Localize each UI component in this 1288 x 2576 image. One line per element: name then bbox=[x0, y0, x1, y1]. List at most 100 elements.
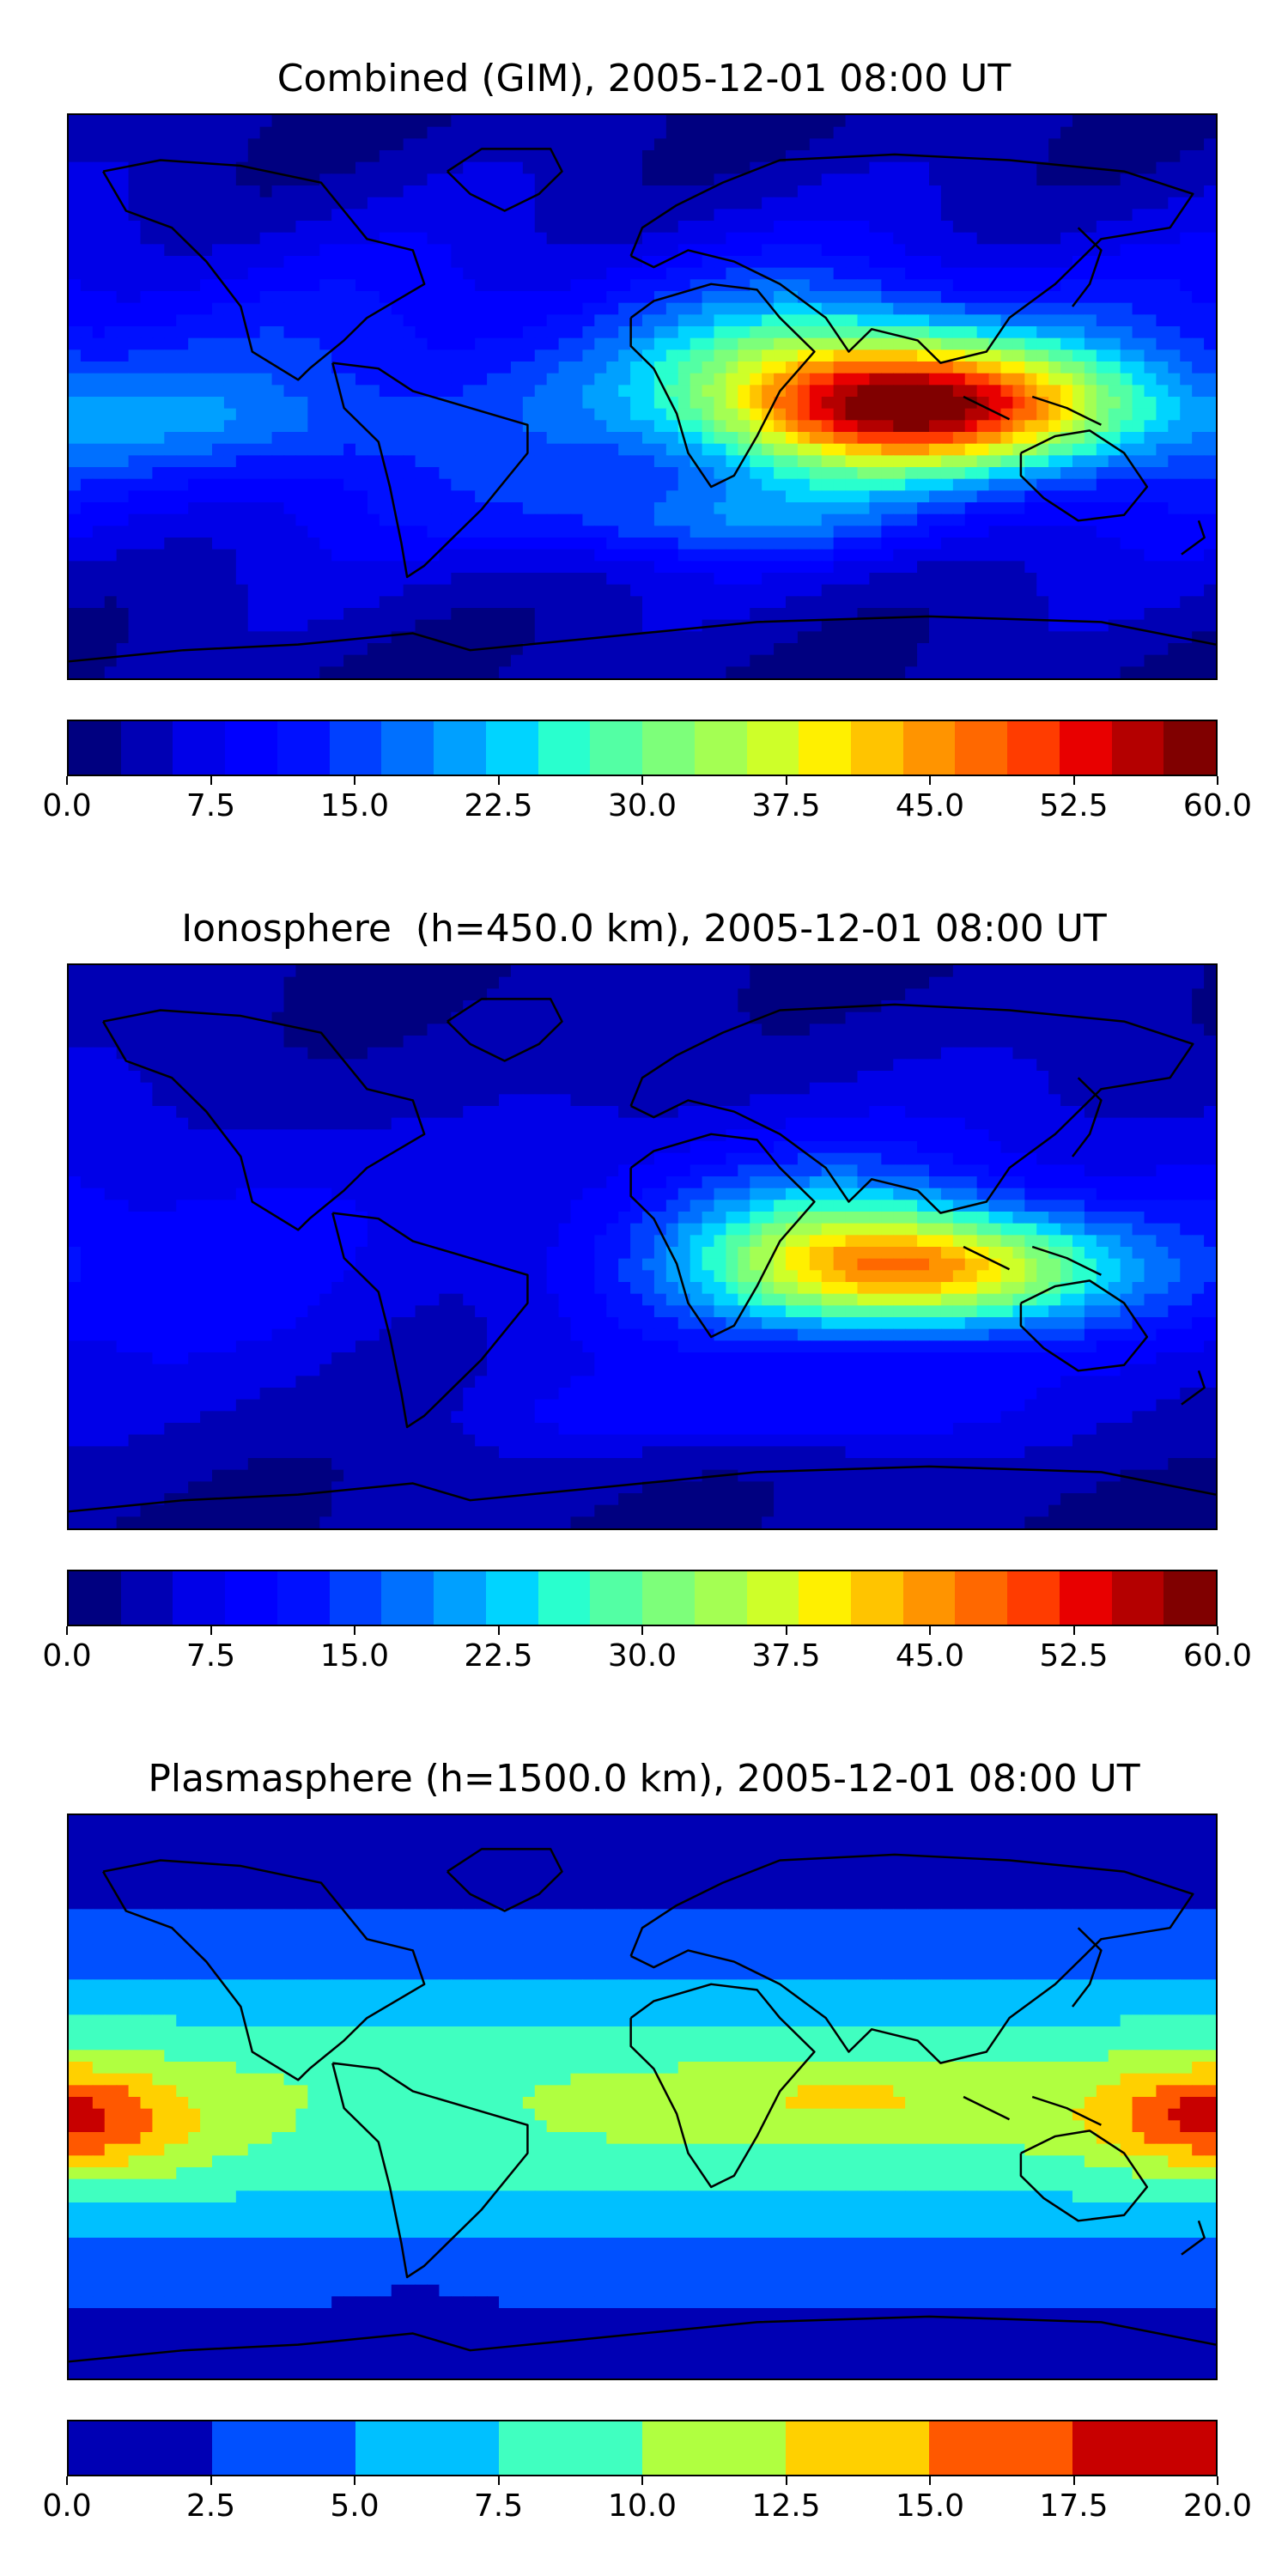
colorbar-segment bbox=[120, 721, 173, 775]
colorbar-segment bbox=[225, 1571, 277, 1625]
colorbar-tick-mark bbox=[1072, 1626, 1075, 1635]
colorbar-segment bbox=[225, 721, 277, 775]
colorbar-segment bbox=[173, 1571, 226, 1625]
colorbar-ticks-plasmasphere: 0.0 2.5 5.0 7.5 10.0 12.5 15.0 17.5 20.0 bbox=[42, 2476, 1252, 2528]
coastline-australia bbox=[1019, 1279, 1149, 1372]
coastline-greenland bbox=[447, 148, 563, 212]
colorbar-segment bbox=[642, 2421, 786, 2475]
coastline-north-america bbox=[102, 159, 426, 381]
colorbar-segment bbox=[642, 1571, 695, 1625]
tec-map-combined bbox=[67, 113, 1218, 680]
coastline-indonesia bbox=[963, 1245, 1011, 1271]
colorbar-segment bbox=[799, 721, 852, 775]
colorbar-segment bbox=[1072, 2421, 1216, 2475]
colorbar-segment bbox=[1007, 1571, 1060, 1625]
coastline-greenland bbox=[447, 1848, 563, 1912]
colorbar-ticks-ionosphere: 0.0 7.5 15.0 22.5 30.0 37.5 45.0 52.5 60.0 bbox=[42, 1626, 1252, 1678]
colorbar-segment bbox=[538, 1571, 591, 1625]
colorbar-segment bbox=[485, 1571, 538, 1625]
colorbar-segment bbox=[929, 2421, 1072, 2475]
colorbar-segment bbox=[1163, 1571, 1216, 1625]
colorbar-segment bbox=[276, 721, 330, 775]
panel-title-combined: Combined (GIM), 2005-12-01 08:00 UT bbox=[276, 57, 1012, 100]
colorbar-tick-mark bbox=[1217, 776, 1218, 785]
colorbar-segment bbox=[485, 721, 538, 775]
colorbar-tick-mark bbox=[929, 1626, 931, 1635]
colorbar-segment bbox=[955, 721, 1008, 775]
panel-title-plasmasphere: Plasmasphere (h=1500.0 km), 2005-12-01 0… bbox=[148, 1757, 1140, 1801]
colorbar-tick-label: 45.0 bbox=[895, 1638, 965, 1674]
coastline-africa bbox=[629, 1853, 1194, 2064]
colorbar-segment bbox=[69, 2421, 212, 2475]
colorbar-tick-label: 7.5 bbox=[185, 788, 236, 823]
colorbar-segment bbox=[902, 721, 956, 775]
colorbar-tick-mark bbox=[66, 776, 68, 785]
colorbar-tick-mark bbox=[641, 1626, 643, 1635]
colorbar-tick-label: 15.0 bbox=[319, 1638, 390, 1674]
colorbar-segment bbox=[955, 1571, 1008, 1625]
coastline-africa bbox=[629, 1003, 1194, 1214]
colorbar-tick-mark bbox=[354, 776, 355, 785]
colorbar-segment bbox=[1007, 721, 1060, 775]
colorbar-tick-label: 10.0 bbox=[607, 2488, 677, 2524]
colorbar-tick-label: 0.0 bbox=[42, 1638, 92, 1674]
coastline-japan bbox=[1072, 1077, 1103, 1157]
colorbar-segment bbox=[434, 721, 486, 775]
colorbar-tick-mark bbox=[210, 1626, 212, 1635]
colorbar-segment bbox=[851, 1571, 903, 1625]
coastline-north-america bbox=[102, 1009, 426, 1231]
coastline-eurasia bbox=[629, 283, 816, 489]
colorbar-tick-label: 20.0 bbox=[1182, 2488, 1253, 2524]
coastline-antarctica bbox=[69, 2315, 1216, 2363]
colorbar-tick-mark bbox=[1217, 2476, 1218, 2485]
colorbar-tick-label: 0.0 bbox=[42, 2488, 92, 2524]
colorbar-tick-mark bbox=[497, 776, 500, 785]
colorbar-tick-label: 37.5 bbox=[751, 1638, 821, 1674]
colorbar-tick-mark bbox=[66, 1626, 68, 1635]
coastline-new-zealand bbox=[1031, 2095, 1102, 2126]
coastline-island bbox=[1181, 2220, 1206, 2256]
colorbar-tick-mark bbox=[1072, 2476, 1075, 2485]
colorbar-tick-label: 15.0 bbox=[895, 2488, 965, 2524]
colorbar-tick-label: 15.0 bbox=[319, 788, 390, 823]
colorbar-segment bbox=[120, 1571, 173, 1625]
colorbar-tick-mark bbox=[641, 776, 643, 785]
tec-map-plasmasphere bbox=[67, 1814, 1218, 2380]
colorbar-segment bbox=[1059, 1571, 1112, 1625]
coastline-new-zealand bbox=[1031, 1245, 1102, 1276]
panel-title-ionosphere: Ionosphere (h=450.0 km), 2005-12-01 08:0… bbox=[181, 907, 1107, 951]
coastline-japan bbox=[1072, 227, 1103, 307]
colorbar-tick-label: 17.5 bbox=[1039, 2488, 1109, 2524]
colorbar-tick-label: 30.0 bbox=[607, 788, 677, 823]
colorbar-segment bbox=[1111, 721, 1164, 775]
coastline-japan bbox=[1072, 1927, 1103, 2008]
colorbar-segment bbox=[1111, 1571, 1164, 1625]
coastline-indonesia bbox=[963, 2095, 1011, 2121]
colorbar-tick-mark bbox=[929, 2476, 931, 2485]
colorbar-tick-label: 7.5 bbox=[473, 2488, 524, 2524]
coastline-south-america bbox=[331, 2062, 529, 2279]
tec-map-ionosphere bbox=[67, 963, 1218, 1530]
colorbar-segment bbox=[329, 1571, 382, 1625]
colorbar-segment bbox=[212, 2421, 355, 2475]
colorbar-segment bbox=[434, 1571, 486, 1625]
colorbar-tick-label: 12.5 bbox=[751, 2488, 821, 2524]
coastline-south-america bbox=[331, 361, 529, 579]
coastline-antarctica bbox=[69, 615, 1216, 663]
colorbar-segment bbox=[173, 721, 226, 775]
colorbar-combined bbox=[67, 720, 1218, 776]
colorbar-tick-mark bbox=[66, 2476, 68, 2485]
coastline-new-zealand bbox=[1031, 395, 1102, 426]
colorbar-segment bbox=[69, 1571, 121, 1625]
coastline-africa bbox=[629, 153, 1194, 364]
colorbar-segment bbox=[694, 1571, 747, 1625]
colorbar-tick-label: 30.0 bbox=[607, 1638, 677, 1674]
colorbar-tick-mark bbox=[497, 1626, 500, 1635]
colorbar-segment bbox=[694, 721, 747, 775]
colorbar-segment bbox=[329, 721, 382, 775]
coastline-eurasia bbox=[629, 1133, 816, 1339]
colorbar-tick-mark bbox=[354, 2476, 355, 2485]
colorbar-tick-mark bbox=[497, 2476, 500, 2485]
colorbar-segment bbox=[642, 721, 695, 775]
colorbar-tick-label: 37.5 bbox=[751, 788, 821, 823]
